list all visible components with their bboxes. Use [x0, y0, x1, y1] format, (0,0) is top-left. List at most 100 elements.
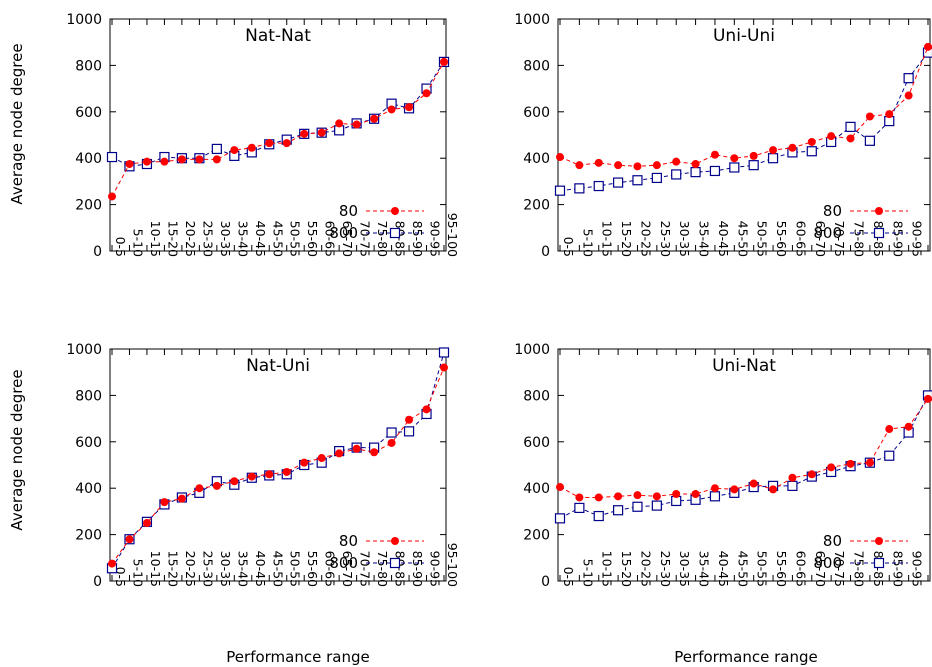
data-point-80 [846, 134, 855, 143]
data-point-800 [632, 175, 643, 186]
data-point-80 [370, 114, 379, 123]
data-point-80 [108, 192, 116, 201]
x-tick-label: 85-90 [890, 221, 905, 257]
x-tick-label: 75-80 [375, 551, 390, 587]
x-tick-label: 70-75 [832, 551, 847, 587]
data-point-800 [767, 153, 779, 164]
x-tick-label: 60-65 [323, 551, 338, 587]
x-tick-label: 85-90 [410, 221, 425, 257]
legend-marker-800 [873, 227, 885, 239]
legend-marker-800 [389, 557, 401, 569]
x-tick-label: 60-65 [323, 221, 338, 257]
y-tick-label: 0 [541, 574, 550, 590]
data-point-800 [864, 135, 875, 146]
y-tick-label: 1000 [514, 12, 550, 28]
x-tick-label: 90-95 [428, 551, 443, 587]
data-point-80 [440, 57, 448, 66]
legend-marker-800 [389, 227, 401, 239]
data-point-80 [807, 137, 816, 146]
x-tick-label: 90-95 [910, 551, 925, 587]
x-tick-label: 80-85 [871, 551, 886, 587]
x-tick-label: 5-10 [130, 229, 145, 257]
data-point-80 [422, 89, 431, 98]
data-point-80 [108, 559, 116, 568]
x-tick-label: 10-15 [600, 221, 615, 257]
y-tick-label: 400 [75, 481, 102, 497]
plot-frame [557, 348, 931, 582]
series-line-800 [111, 61, 445, 167]
y-axis-label-top: Average node degree [8, 43, 26, 204]
legend-label-80: 80 [339, 532, 358, 550]
y-tick-label: 0 [93, 244, 102, 260]
data-point-800 [651, 500, 662, 511]
x-tick-label: 55-60 [774, 551, 789, 587]
data-point-80 [317, 128, 326, 137]
x-tick-label: 45-50 [735, 221, 750, 257]
x-tick-label: 45-50 [270, 551, 285, 587]
x-tick-label: 85-90 [890, 551, 905, 587]
data-point-80 [846, 459, 855, 468]
x-tick-label: 25-30 [658, 221, 673, 257]
data-point-80 [335, 449, 344, 458]
legend-label-80: 80 [823, 202, 842, 220]
data-point-80 [282, 139, 291, 148]
data-point-80 [247, 472, 256, 481]
data-point-80 [370, 448, 379, 457]
data-point-80 [125, 160, 134, 168]
data-point-80 [730, 485, 739, 494]
x-tick-label: 20-25 [183, 221, 198, 257]
data-point-80 [788, 473, 797, 482]
data-point-800 [884, 450, 895, 461]
legend-label-80: 80 [823, 532, 842, 550]
data-point-80 [672, 157, 681, 166]
legend-marker-80 [391, 537, 399, 545]
y-tick-label: 800 [523, 388, 550, 404]
legend-marker-800 [873, 557, 885, 569]
y-tick-label: 800 [75, 388, 102, 404]
data-point-80 [594, 493, 603, 502]
series-line-80 [559, 46, 929, 167]
legend-marker-80 [391, 207, 399, 215]
x-tick-label: 15-20 [619, 221, 634, 257]
data-point-80 [904, 91, 913, 100]
x-tick-label: 30-35 [677, 221, 692, 257]
data-point-80 [827, 132, 836, 141]
data-point-80 [807, 470, 816, 479]
x-tick-label: 10-15 [148, 221, 163, 257]
x-tick-label: 65-70 [813, 221, 828, 257]
y-tick-label: 1000 [66, 12, 102, 28]
x-tick-label: 60-65 [793, 221, 808, 257]
data-point-800 [574, 183, 585, 194]
data-point-80 [827, 463, 836, 472]
x-tick-label: 0-5 [113, 237, 128, 257]
chart-panel-4: 0 200 400 600 800 1000 0-5 5-10 10-15 15-20 20-25 2… [514, 342, 932, 590]
data-point-800 [554, 513, 566, 524]
data-point-80 [405, 103, 414, 112]
y-axis-label-bottom: Average node degree [8, 369, 26, 530]
x-tick-label: 50-55 [288, 551, 303, 587]
series-line-800 [111, 352, 445, 569]
x-tick-label: 10-15 [148, 551, 163, 587]
chart-panel-1: 0 200 400 600 800 1000 0-5 5-10 10-15 15-20 20-25 2… [66, 12, 460, 260]
x-tick-label: 55-60 [774, 221, 789, 257]
x-tick-label: 20-25 [183, 551, 198, 587]
y-tick-label: 400 [523, 151, 550, 167]
data-point-80 [885, 110, 894, 119]
data-point-800 [806, 146, 817, 157]
plot-frame [557, 18, 931, 252]
data-point-80 [904, 422, 913, 431]
data-point-80 [633, 491, 642, 500]
data-point-80 [247, 143, 256, 152]
data-point-800 [386, 427, 397, 438]
data-point-80 [352, 444, 361, 453]
data-point-80 [924, 394, 932, 403]
x-tick-label: 15-20 [165, 551, 180, 587]
y-tick-label: 1000 [66, 342, 102, 358]
x-tick-label: 45-50 [735, 551, 750, 587]
data-point-80 [335, 119, 344, 128]
panel-title: Nat-Nat [245, 26, 311, 46]
data-point-800 [632, 501, 643, 512]
data-point-800 [671, 169, 682, 180]
